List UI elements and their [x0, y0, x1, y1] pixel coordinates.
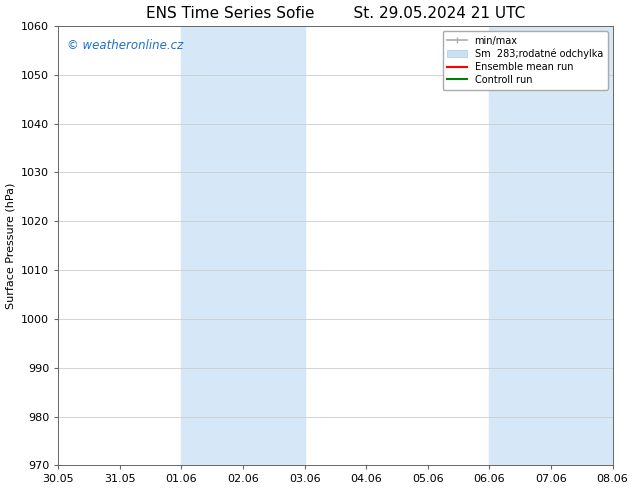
Title: ENS Time Series Sofie        St. 29.05.2024 21 UTC: ENS Time Series Sofie St. 29.05.2024 21 … — [146, 5, 525, 21]
Text: © weatheronline.cz: © weatheronline.cz — [67, 39, 183, 52]
Bar — [489, 26, 612, 466]
Legend: min/max, Sm  283;rodatné odchylka, Ensemble mean run, Controll run: min/max, Sm 283;rodatné odchylka, Ensemb… — [443, 31, 608, 90]
Bar — [181, 26, 304, 466]
Y-axis label: Surface Pressure (hPa): Surface Pressure (hPa) — [6, 182, 16, 309]
